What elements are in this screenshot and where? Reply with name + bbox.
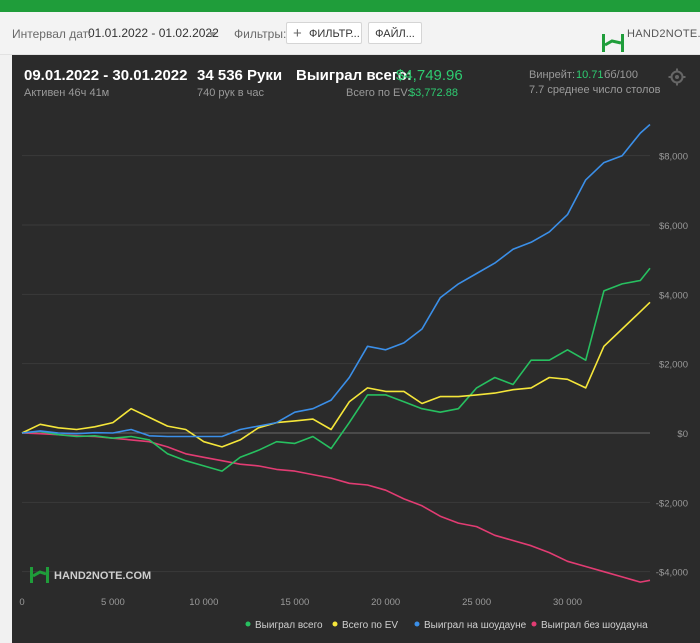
legend-label[interactable]: Всего по EV — [342, 620, 398, 631]
avg-tables: 7.7 среднее число столов — [529, 84, 661, 96]
add-filter-label: ФИЛЬТР... — [309, 28, 360, 40]
filters-label: Фильтры: — [234, 27, 287, 41]
y-tick-label: -$4,000 — [656, 568, 688, 579]
hands-per-hour: 740 рук в час — [197, 87, 265, 99]
hands-count: 34 536 Руки — [197, 67, 283, 84]
x-tick-label: 5 000 — [101, 597, 125, 608]
file-button[interactable]: ФАЙЛ... — [368, 22, 422, 44]
series-line-nonshowdown — [21, 432, 651, 583]
x-tick-label: 15 000 — [280, 597, 309, 608]
date-range-select[interactable]: 01.01.2022 - 01.02.2022 — [88, 26, 219, 40]
date-range-title: 09.01.2022 - 30.01.2022 — [24, 67, 188, 84]
logo-text: HAND2NOTE.COM — [627, 28, 700, 40]
y-tick-label: -$2,000 — [656, 498, 688, 509]
y-tick-label: $8,000 — [659, 152, 688, 163]
series-line-ev — [21, 301, 651, 448]
y-tick-label: $0 — [677, 429, 688, 440]
chevron-down-icon[interactable] — [208, 32, 216, 37]
legend-marker — [414, 621, 420, 627]
won-total-value: $4,749.96 — [396, 67, 463, 84]
x-tick-label: 25 000 — [462, 597, 491, 608]
ev-total-value: $3,772.88 — [409, 87, 458, 99]
watermark-logo-icon — [30, 567, 49, 583]
legend-label[interactable]: Выиграл всего — [255, 620, 323, 631]
legend-marker — [332, 621, 338, 627]
profit-chart: $8,000 $6,000 $4,000 $2,000 $0 -$2,000 -$4,000… — [19, 123, 688, 631]
ev-total-label: Всего по EV: — [346, 87, 411, 99]
series-line-won — [21, 267, 651, 472]
date-range-label: Интервал дат: — [12, 27, 92, 41]
y-tick-label: $2,000 — [659, 360, 688, 371]
won-total-label: Выиграл всего: — [296, 67, 413, 84]
x-tick-label: 30 000 — [553, 597, 582, 608]
winrate-unit: бб/100 — [604, 69, 639, 81]
file-button-label: ФАЙЛ... — [375, 28, 415, 40]
hand2note-logo-icon — [602, 34, 624, 52]
legend-marker — [245, 621, 251, 627]
y-tick-label: $4,000 — [659, 290, 688, 301]
gear-icon[interactable] — [668, 68, 686, 86]
top-accent-bar — [0, 0, 700, 12]
winrate-label: Винрейт: — [529, 69, 576, 81]
add-filter-button[interactable]: + ФИЛЬТР... — [286, 22, 362, 44]
toolbar: Интервал дат: 01.01.2022 - 01.02.2022 Фи… — [0, 12, 700, 55]
legend-label[interactable]: Выиграл на шоудауне — [424, 620, 527, 631]
y-tick-label: $6,000 — [659, 221, 688, 232]
graph-panel: 09.01.2022 - 30.01.2022 Активен 46ч 41м … — [12, 55, 700, 643]
watermark-text: HAND2NOTE.COM — [54, 570, 151, 582]
plus-icon: + — [293, 25, 302, 42]
legend-label[interactable]: Выиграл без шоудауна — [541, 619, 648, 631]
active-time: Активен 46ч 41м — [24, 87, 110, 99]
watermark: HAND2NOTE.COM — [30, 567, 151, 583]
x-tick-label: 10 000 — [189, 597, 218, 608]
series-line-showdown — [21, 123, 651, 438]
x-tick-label: 20 000 — [371, 597, 400, 608]
legend-marker — [531, 621, 537, 627]
x-tick-label: 0 — [19, 597, 24, 608]
winrate-value: 10.71 — [576, 69, 604, 81]
